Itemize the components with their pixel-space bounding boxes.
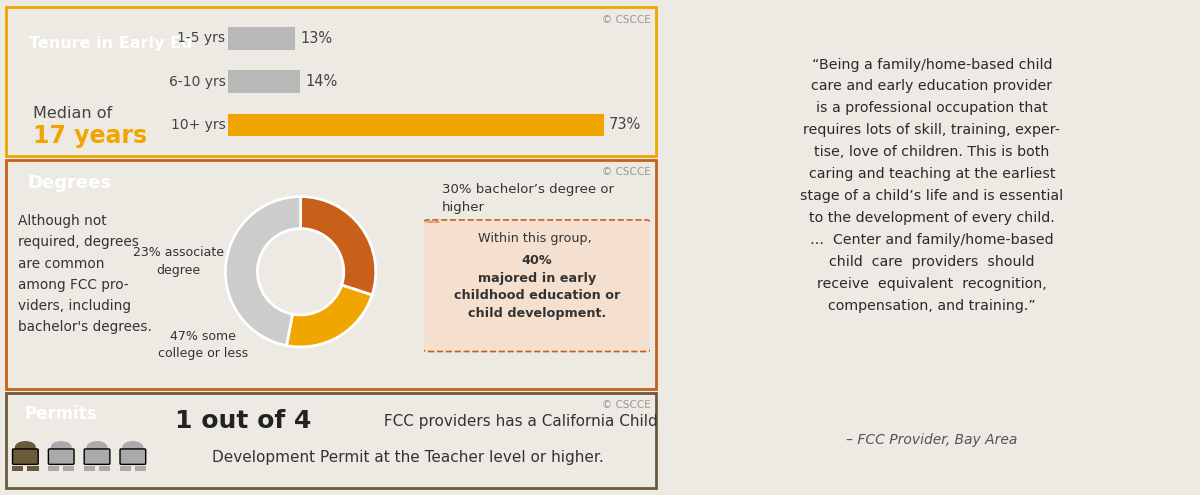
Bar bbox=[134, 466, 146, 471]
Text: Although not
required, degrees
are common
among FCC pro-
viders, including
bache: Although not required, degrees are commo… bbox=[18, 214, 151, 334]
Text: – FCC Provider, Bay Area: – FCC Provider, Bay Area bbox=[846, 433, 1018, 446]
Text: 13%: 13% bbox=[300, 31, 332, 46]
Bar bbox=[28, 466, 38, 471]
Text: Tenure in Early Ed: Tenure in Early Ed bbox=[29, 36, 193, 51]
Circle shape bbox=[124, 442, 143, 453]
Text: “Being a family/home-based child
care and early education provider
is a professi: “Being a family/home-based child care an… bbox=[800, 57, 1063, 313]
Text: 10+ yrs: 10+ yrs bbox=[170, 118, 226, 132]
Text: 1 out of 4: 1 out of 4 bbox=[175, 409, 312, 433]
FancyBboxPatch shape bbox=[120, 449, 145, 464]
Text: FCC providers has a California Child: FCC providers has a California Child bbox=[379, 414, 658, 429]
Text: 30% bachelor’s degree or
higher: 30% bachelor’s degree or higher bbox=[442, 183, 613, 214]
Text: 17 years: 17 years bbox=[34, 124, 148, 148]
FancyBboxPatch shape bbox=[84, 449, 110, 464]
FancyBboxPatch shape bbox=[421, 220, 653, 351]
Text: 47% some
college or less: 47% some college or less bbox=[158, 330, 248, 360]
Bar bbox=[64, 466, 74, 471]
Text: Degrees: Degrees bbox=[28, 174, 112, 192]
Text: 14%: 14% bbox=[305, 74, 337, 89]
Text: Permits: Permits bbox=[25, 405, 97, 423]
Bar bbox=[228, 70, 300, 93]
Bar bbox=[120, 466, 131, 471]
Circle shape bbox=[16, 442, 35, 453]
Wedge shape bbox=[287, 285, 372, 347]
Bar bbox=[228, 114, 604, 136]
Bar bbox=[12, 466, 24, 471]
Text: 40%
majored in early
childhood education or
child development.: 40% majored in early childhood education… bbox=[454, 254, 620, 320]
Wedge shape bbox=[301, 197, 376, 295]
Text: © CSCCE: © CSCCE bbox=[601, 15, 650, 25]
Text: 6-10 yrs: 6-10 yrs bbox=[168, 75, 226, 89]
Wedge shape bbox=[226, 197, 301, 346]
Bar bbox=[98, 466, 110, 471]
Text: Within this group,: Within this group, bbox=[478, 233, 596, 246]
Text: 1-5 yrs: 1-5 yrs bbox=[178, 31, 226, 46]
Text: © CSCCE: © CSCCE bbox=[601, 167, 650, 177]
Bar bbox=[48, 466, 59, 471]
Text: 73%: 73% bbox=[610, 117, 642, 133]
Bar bbox=[84, 466, 95, 471]
Text: 23% associate
degree: 23% associate degree bbox=[133, 246, 224, 277]
Bar bbox=[228, 27, 295, 50]
FancyBboxPatch shape bbox=[12, 449, 38, 464]
Circle shape bbox=[52, 442, 71, 453]
FancyBboxPatch shape bbox=[48, 449, 74, 464]
Text: © CSCCE: © CSCCE bbox=[601, 400, 650, 410]
Circle shape bbox=[88, 442, 107, 453]
Text: Development Permit at the Teacher level or higher.: Development Permit at the Teacher level … bbox=[211, 449, 604, 465]
Text: Median of: Median of bbox=[34, 106, 118, 121]
